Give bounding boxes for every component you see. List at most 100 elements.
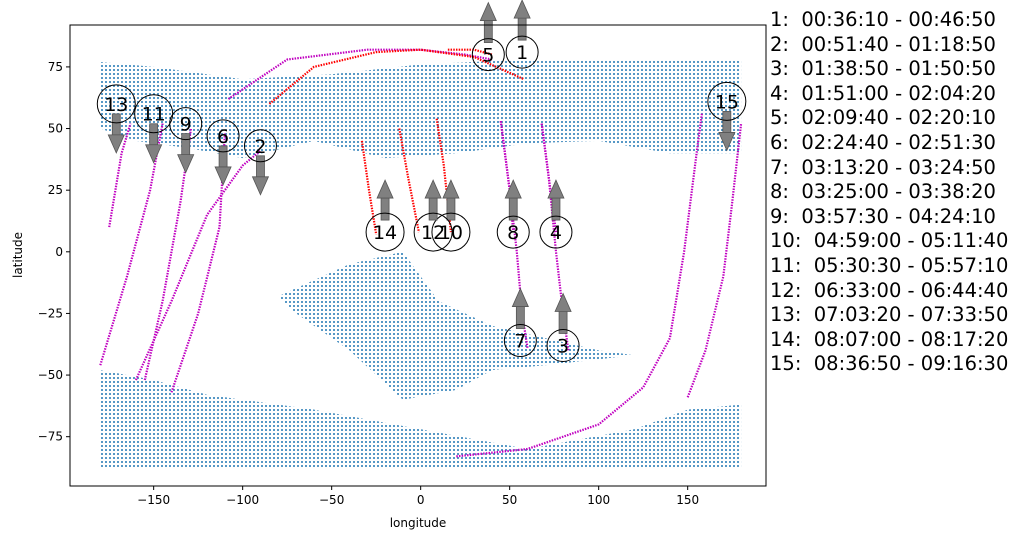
annotation-circle <box>96 84 136 124</box>
annotation-circle <box>431 212 471 252</box>
legend-item: 5: 02:09:40 - 02:20:10 <box>770 106 996 130</box>
x-tick-label: −150 <box>137 493 170 507</box>
legend-item: 12: 06:33:00 - 06:44:40 <box>770 278 1009 302</box>
arrow-shaft <box>428 195 438 221</box>
annotation-label: 1 <box>516 42 528 64</box>
annotation-15: 15 <box>707 81 747 152</box>
annotation-circle <box>707 81 747 121</box>
annotation-3: 3 <box>546 292 580 362</box>
arrow-up-icon <box>554 292 572 312</box>
land-region <box>278 251 635 400</box>
annotation-circle <box>243 129 277 163</box>
arrow-shaft <box>111 113 121 138</box>
track-11 <box>99 123 164 366</box>
x-tick-label: 100 <box>587 493 610 507</box>
arrow-up-icon <box>424 179 442 199</box>
arrow-down-icon <box>718 132 736 152</box>
y-tick-label: −25 <box>38 306 63 320</box>
track-1b <box>268 48 525 105</box>
x-tick-label: 50 <box>502 493 517 507</box>
annotation-circle <box>134 94 174 134</box>
legend-item: 6: 02:24:40 - 02:51:30 <box>770 130 996 154</box>
track-1 <box>227 48 493 100</box>
arrow-shaft <box>181 133 191 158</box>
y-tick-label: 0 <box>55 245 63 259</box>
track-layer <box>99 48 743 458</box>
arrow-shaft <box>218 145 228 170</box>
annotation-label: 6 <box>217 126 229 148</box>
arrow-down-icon <box>145 144 163 164</box>
annotation-label: 9 <box>180 114 192 136</box>
annotation-label: 11 <box>142 104 166 126</box>
annotation-6: 6 <box>206 119 240 186</box>
track-13 <box>108 123 132 228</box>
annotation-circle <box>365 212 405 252</box>
arrow-shaft <box>149 123 159 148</box>
annotation-label: 14 <box>373 222 397 244</box>
arrow-up-icon <box>513 0 531 19</box>
annotation-label: 3 <box>557 335 569 357</box>
arrow-down-icon <box>107 134 125 154</box>
arrow-shaft <box>256 155 265 180</box>
arrow-shaft <box>446 195 456 221</box>
track-12 <box>398 128 420 233</box>
annotation-8: 8 <box>496 179 530 249</box>
track-14 <box>360 140 378 235</box>
track-6 <box>170 133 226 393</box>
annotation-circle <box>206 119 240 153</box>
annotation-7: 7 <box>503 287 537 358</box>
arrow-down-icon <box>251 176 270 196</box>
legend-item: 14: 08:07:00 - 08:17:20 <box>770 327 1009 351</box>
annotation-circle <box>496 215 530 249</box>
annotation-circle <box>503 324 537 358</box>
annotation-14: 14 <box>365 179 405 252</box>
annotation-1: 1 <box>505 0 539 69</box>
y-ticks: −75 −50 −25 0 25 50 75 <box>38 60 70 444</box>
x-axis-label: longitude <box>390 516 447 530</box>
annotation-label: 13 <box>104 94 128 116</box>
legend-item: 7: 03:13:20 - 03:24:50 <box>770 155 996 179</box>
legend-item: 3: 01:38:50 - 01:50:50 <box>770 57 996 81</box>
annotation-label: 4 <box>550 222 562 244</box>
track-5 <box>447 48 493 56</box>
legend-item: 8: 03:25:00 - 03:38:20 <box>770 180 996 204</box>
annotation-13: 13 <box>96 84 136 154</box>
y-tick-label: −50 <box>38 368 63 382</box>
legend-item: 11: 05:30:30 - 05:57:10 <box>770 253 1009 277</box>
land-region <box>100 59 742 159</box>
annotation-circle <box>505 35 539 69</box>
x-tick-label: 150 <box>676 493 699 507</box>
legend-item: 9: 03:57:30 - 04:24:10 <box>770 204 996 228</box>
annotation-label: 8 <box>507 222 519 244</box>
arrow-up-icon <box>504 179 522 199</box>
annotation-label: 7 <box>514 331 526 353</box>
legend-item: 2: 00:51:40 - 01:18:50 <box>770 32 996 56</box>
annotation-circle <box>546 328 580 362</box>
x-tick-label: −100 <box>226 493 259 507</box>
annotation-circle <box>539 215 573 249</box>
legend-item: 4: 01:51:00 - 02:04:20 <box>770 81 996 105</box>
y-tick-label: −75 <box>38 430 63 444</box>
arrow-up-icon <box>547 179 565 199</box>
y-tick-label: 75 <box>48 60 63 74</box>
legend-item: 1: 00:36:10 - 00:46:50 <box>770 8 996 31</box>
x-tick-label: −50 <box>319 493 344 507</box>
track-15b <box>456 113 703 458</box>
track-4 <box>540 123 558 233</box>
annotation-label: 15 <box>715 91 739 113</box>
annotation-label: 12 <box>421 222 445 244</box>
arrow-shaft <box>722 111 732 135</box>
annotation-10: 10 <box>431 179 471 252</box>
annotation-label: 2 <box>254 136 266 158</box>
arrow-shaft <box>380 195 390 221</box>
annotation-label: 10 <box>439 222 463 244</box>
time-legend: 1: 00:36:10 - 00:46:50 2: 00:51:40 - 01:1… <box>770 8 1008 377</box>
arrow-up-icon <box>442 179 460 199</box>
arrow-up-icon <box>376 179 394 199</box>
track-2 <box>134 149 262 381</box>
annotation-2: 2 <box>243 129 277 196</box>
x-ticks: −150 −100 −50 0 50 100 150 <box>137 486 699 507</box>
plot-frame <box>69 24 767 487</box>
